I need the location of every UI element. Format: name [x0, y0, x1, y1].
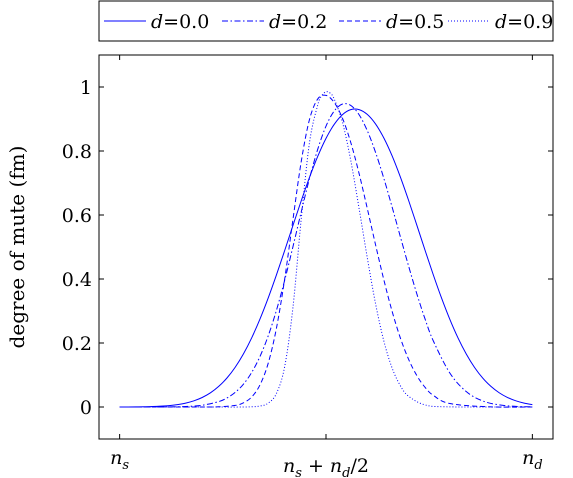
series-line-d-0-2 [119, 103, 533, 408]
legend-label: d=0.5 [386, 11, 444, 33]
legend-label: d=0.0 [151, 11, 209, 33]
legend-box [98, 0, 554, 42]
y-axis-label: degree of mute (fm) [5, 146, 29, 349]
series-line-d-0-0 [119, 108, 533, 408]
y-tick-label: 0.2 [62, 333, 92, 355]
series-layer [119, 91, 533, 408]
y-tick-label: 1 [80, 77, 92, 99]
x-tick-label: ns + nd/2 [283, 455, 369, 478]
y-tick-label: 0.4 [62, 269, 92, 291]
tick-layer: 0 0.2 0.4 0.6 0.8 1 ns ns + nd/2 nd [62, 55, 553, 478]
y-tick-label: 0 [80, 397, 92, 419]
plot-frame [98, 54, 554, 440]
legend-label: d=0.9 [495, 11, 553, 33]
y-axis-label-text: degree of mute (fm) [5, 146, 29, 349]
y-tick-label: 0.6 [62, 205, 92, 227]
x-tick-label: nd [522, 447, 543, 473]
series-line-d-0-9 [119, 91, 533, 408]
y-tick-label: 0.8 [62, 141, 92, 163]
x-tick-label: ns [110, 447, 129, 473]
legend-label: d=0.2 [269, 11, 327, 33]
series-line-d-0-5 [119, 94, 533, 408]
legend: d=0.0 d=0.2 d=0.5 d=0.9 [98, 0, 554, 42]
